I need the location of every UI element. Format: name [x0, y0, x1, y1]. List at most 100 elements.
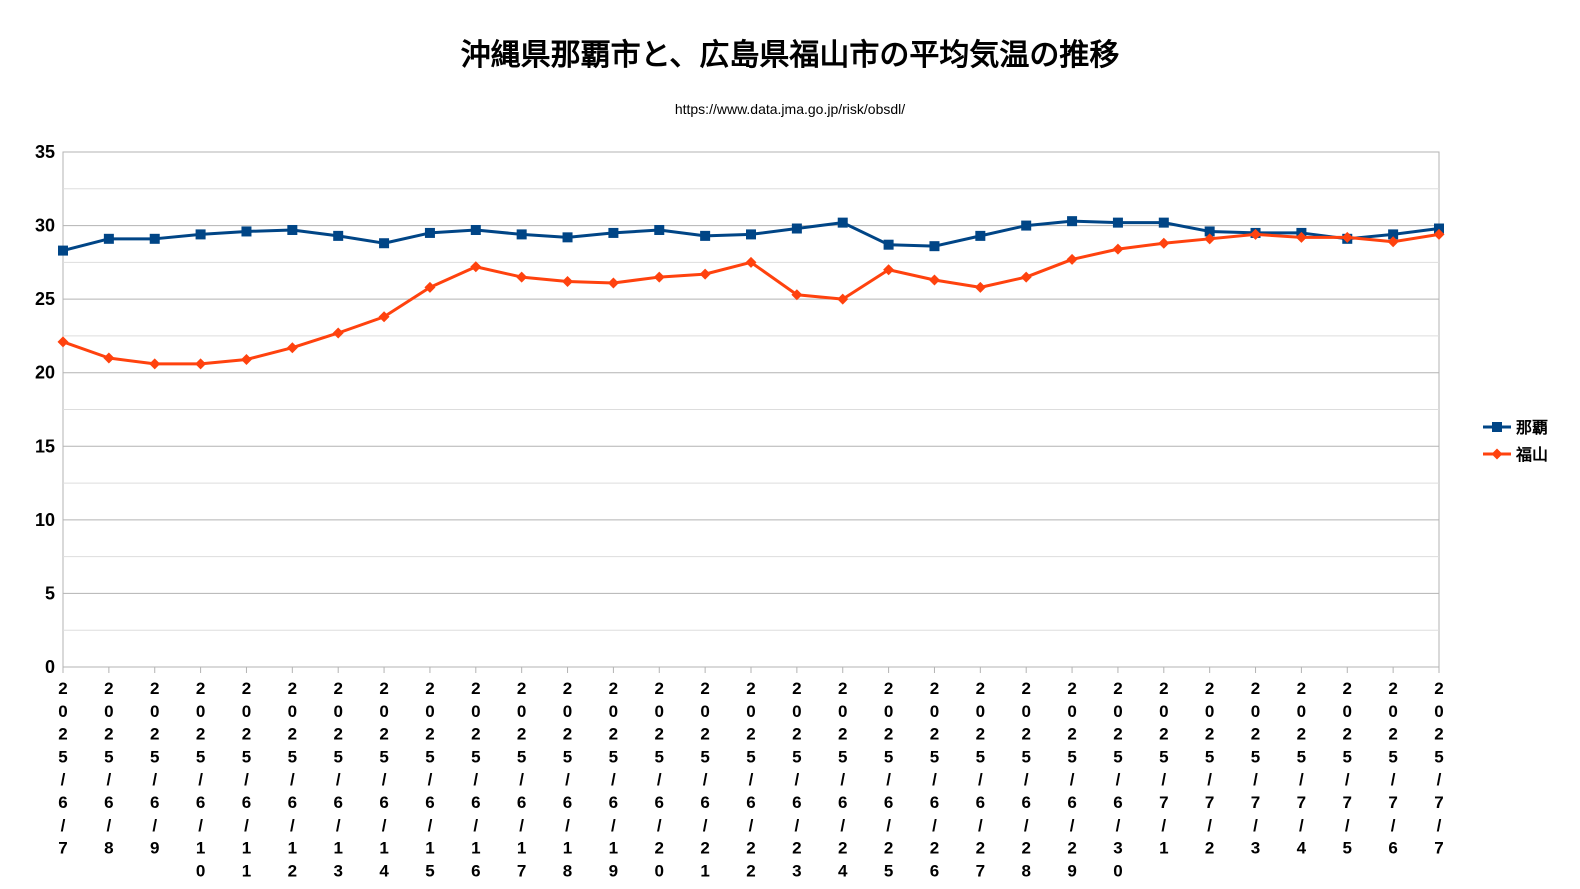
data-point [1433, 228, 1445, 240]
x-tick-label: 2 0 2 5/6/2 7 [976, 679, 985, 880]
y-tick-label: 15 [35, 436, 55, 456]
x-tick-label: 2 0 2 5/7/3 [1251, 679, 1260, 858]
data-point [103, 233, 114, 244]
x-tick-label: 2 0 2 5/7/2 [1205, 679, 1214, 858]
legend-label: 福山 [1515, 445, 1548, 464]
data-point [883, 264, 895, 276]
x-tick-label: 2 0 2 5/6/1 9 [609, 679, 618, 880]
data-point [1158, 237, 1170, 249]
y-tick-label: 35 [35, 142, 55, 162]
data-point [1021, 220, 1032, 231]
y-tick-label: 20 [35, 363, 55, 383]
data-point [58, 245, 68, 256]
data-point [745, 256, 757, 268]
data-point [1158, 217, 1169, 228]
x-tick-label: 2 0 2 5/6/2 2 [746, 679, 755, 880]
data-point [195, 358, 207, 370]
data-point [149, 358, 161, 370]
data-point [928, 274, 940, 286]
data-point [791, 289, 803, 301]
y-tick-label: 25 [35, 289, 55, 309]
data-point [424, 281, 436, 293]
data-point [470, 261, 482, 273]
data-point [974, 281, 986, 293]
data-point [975, 230, 986, 241]
data-point [379, 238, 390, 249]
x-tick-label: 2 0 2 5/6/1 6 [471, 679, 480, 880]
data-point [1295, 231, 1307, 243]
data-point [653, 271, 665, 283]
data-point [516, 229, 527, 240]
data-point [883, 239, 894, 250]
data-point [241, 226, 252, 237]
x-tick-label: 2 0 2 5/6/2 1 [700, 679, 709, 880]
data-point [1112, 243, 1124, 255]
data-point [378, 311, 390, 323]
y-tick-label: 10 [35, 510, 55, 530]
x-tick-label: 2 0 2 5/6/1 5 [425, 679, 434, 880]
data-point [333, 230, 344, 241]
x-tick-label: 2 0 2 5/6/2 0 [655, 679, 664, 880]
legend-marker [1492, 422, 1502, 432]
data-point [57, 336, 69, 348]
legend-marker [1491, 448, 1503, 460]
x-tick-label: 2 0 2 5/6/2 6 [930, 679, 939, 880]
data-point [1204, 226, 1215, 237]
x-tick-label: 2 0 2 5/6/8 [104, 679, 113, 858]
x-tick-label: 2 0 2 5/6/2 5 [884, 679, 893, 880]
data-point [332, 327, 344, 339]
data-point [837, 217, 848, 228]
x-tick-label: 2 0 2 5/6/1 3 [333, 679, 342, 880]
x-tick-label: 2 0 2 5/6/2 9 [1067, 679, 1076, 880]
legend-label: 那覇 [1516, 418, 1548, 437]
x-tick-label: 2 0 2 5/6/1 2 [288, 679, 297, 880]
chart-title: 沖縄県那覇市と、広島県福山市の平均気温の推移 [460, 38, 1120, 73]
x-tick-label: 2 0 2 5/6/2 8 [1021, 679, 1030, 880]
data-point [1066, 253, 1078, 265]
x-tick-label: 2 0 2 5/7/7 [1434, 679, 1443, 858]
chart-subtitle: https://www.data.jma.go.jp/risk/obsdl/ [674, 101, 906, 117]
x-tick-label: 2 0 2 5/6/1 0 [196, 679, 205, 880]
data-point [1434, 223, 1444, 234]
x-tick-label: 2 0 2 5/7/6 [1388, 679, 1397, 858]
data-point [607, 277, 619, 289]
y-tick-label: 5 [45, 583, 55, 603]
data-point [1387, 236, 1399, 248]
data-point [1112, 217, 1123, 228]
x-tick-label: 2 0 2 5/6/1 7 [517, 679, 526, 880]
data-point [837, 293, 849, 305]
data-point [149, 233, 160, 244]
x-tick-label: 2 0 2 5/6/1 4 [379, 679, 389, 880]
data-point [516, 271, 528, 283]
data-point [791, 223, 802, 234]
data-point [654, 224, 665, 235]
data-point [1067, 216, 1078, 227]
y-tick-label: 30 [35, 216, 55, 236]
data-point [562, 232, 573, 243]
data-point [103, 352, 115, 364]
data-point [286, 342, 298, 354]
data-point [746, 229, 756, 240]
y-tick-label: 0 [45, 657, 55, 677]
data-point [287, 224, 298, 235]
x-tick-label: 2 0 2 5/6/1 8 [563, 679, 572, 880]
data-point [700, 230, 711, 241]
x-tick-label: 2 0 2 5/6/7 [58, 679, 67, 858]
data-point [470, 224, 481, 235]
data-point [240, 353, 252, 365]
x-tick-label: 2 0 2 5/6/9 [150, 679, 159, 858]
data-point [562, 275, 574, 287]
x-tick-label: 2 0 2 5/6/2 3 [792, 679, 801, 880]
data-point [608, 227, 619, 238]
data-point [699, 268, 711, 280]
x-tick-label: 2 0 2 5/7/4 [1297, 679, 1307, 858]
data-point [1388, 229, 1399, 240]
x-tick-label: 2 0 2 5/7/1 [1159, 679, 1168, 858]
x-tick-label: 2 0 2 5/6/3 0 [1113, 679, 1122, 880]
x-tick-label: 2 0 2 5/6/2 4 [838, 679, 848, 880]
data-point [1250, 228, 1262, 240]
data-point [929, 241, 940, 252]
data-point [1341, 231, 1353, 243]
data-point [195, 229, 206, 240]
